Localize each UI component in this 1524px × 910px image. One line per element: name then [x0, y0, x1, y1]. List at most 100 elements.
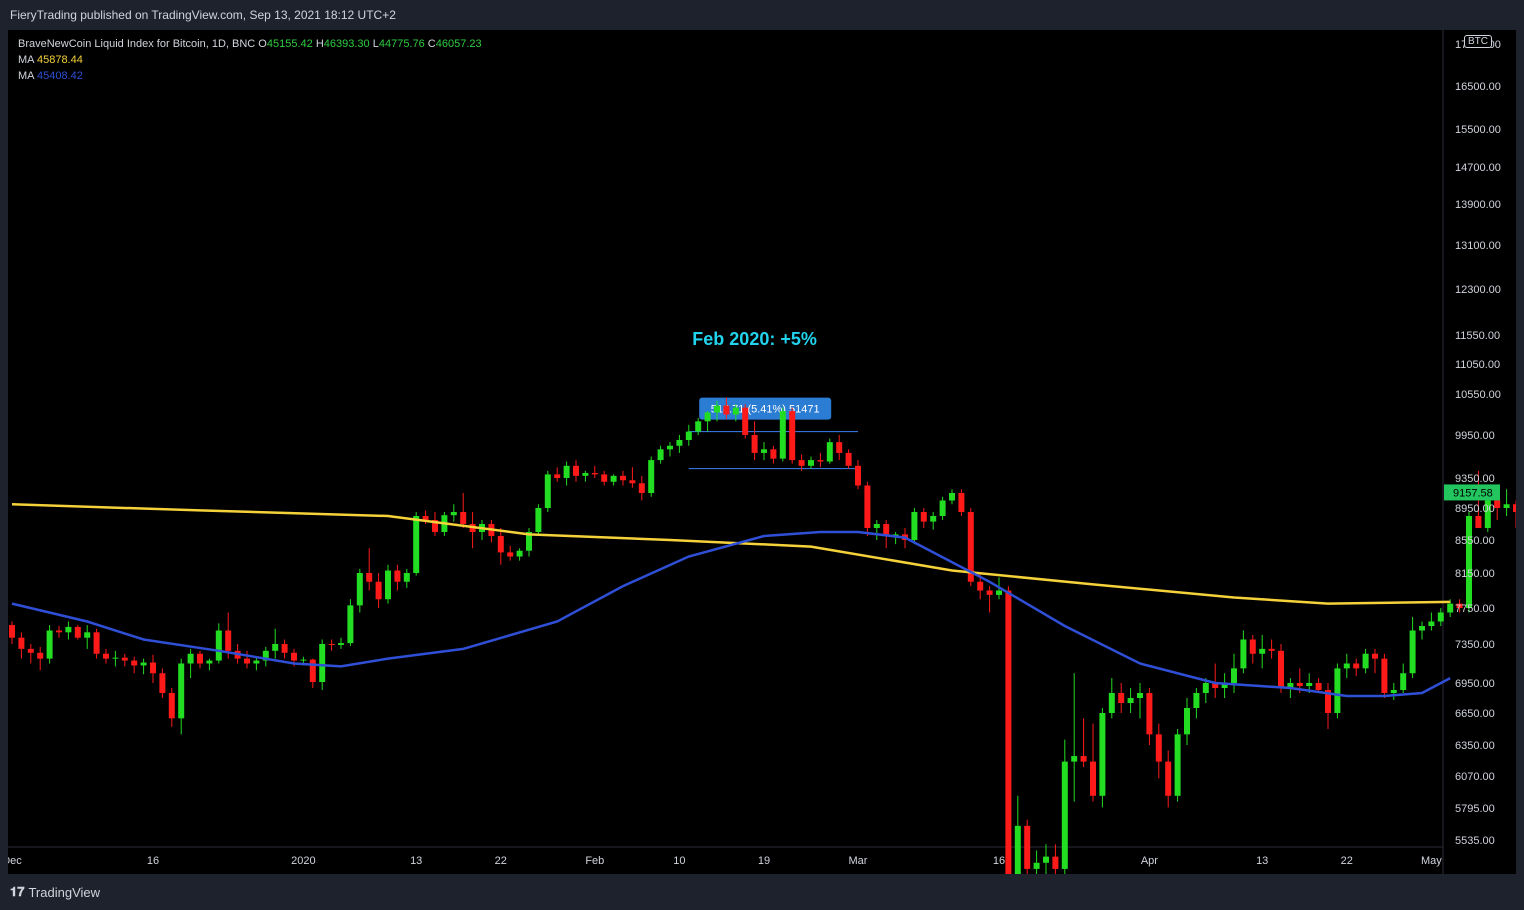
candle-body[interactable] [413, 516, 420, 573]
candle-body[interactable] [732, 407, 739, 415]
candle-body[interactable] [18, 637, 25, 649]
candle-body[interactable] [225, 630, 232, 651]
candle-body[interactable] [1437, 612, 1444, 622]
candle-body[interactable] [215, 630, 222, 661]
candle-body[interactable] [1466, 516, 1472, 608]
ma-yellow-row[interactable]: MA 45878.44 [18, 52, 482, 68]
candle-body[interactable] [826, 442, 833, 462]
candle-body[interactable] [347, 605, 354, 644]
candle-body[interactable] [356, 573, 363, 606]
candle-body[interactable] [1296, 683, 1303, 686]
candle-body[interactable] [1287, 683, 1294, 688]
candle-body[interactable] [1184, 708, 1190, 735]
candle-body[interactable] [1325, 690, 1331, 713]
candle-body[interactable] [1484, 500, 1491, 529]
candle-body[interactable] [1005, 590, 1012, 875]
candle-body[interactable] [27, 648, 34, 653]
candle-body[interactable] [751, 435, 758, 453]
candle-body[interactable] [1080, 756, 1087, 762]
candle-body[interactable] [37, 652, 44, 659]
candle-body[interactable] [1353, 663, 1360, 669]
candle-body[interactable] [319, 644, 326, 683]
candle-body[interactable] [1212, 683, 1219, 688]
candle-body[interactable] [375, 581, 382, 600]
candle-body[interactable] [582, 472, 589, 476]
candle-body[interactable] [1099, 713, 1106, 796]
candle-body[interactable] [967, 512, 974, 582]
candle-body[interactable] [817, 460, 824, 462]
candle-body[interactable] [638, 483, 645, 493]
candle-body[interactable] [253, 660, 260, 664]
candle-body[interactable] [958, 493, 965, 512]
candle-body[interactable] [1146, 693, 1153, 735]
candle-body[interactable] [291, 652, 297, 661]
candle-body[interactable] [1362, 653, 1369, 669]
currency-badge[interactable]: BTC [1464, 35, 1492, 48]
candle-body[interactable] [798, 460, 805, 466]
candle-body[interactable] [789, 411, 796, 461]
candle-body[interactable] [1174, 734, 1181, 796]
candle-body[interactable] [338, 643, 344, 645]
candle-body[interactable] [281, 644, 288, 653]
candle-body[interactable] [779, 411, 786, 459]
candle-body[interactable] [1127, 698, 1134, 703]
candle-body[interactable] [1390, 690, 1397, 693]
candle-body[interactable] [1052, 856, 1059, 869]
ma-blue-line[interactable] [11, 530, 1451, 698]
candle-body[interactable] [262, 650, 269, 661]
candle-body[interactable] [150, 662, 156, 674]
candle-body[interactable] [996, 590, 1002, 595]
candle-body[interactable] [1231, 668, 1237, 683]
candle-body[interactable] [648, 460, 655, 493]
candle-body[interactable] [601, 474, 608, 482]
candle-body[interactable] [272, 644, 279, 651]
candle-body[interactable] [1513, 504, 1516, 512]
candle-body[interactable] [1409, 630, 1416, 674]
candle-body[interactable] [1315, 683, 1322, 690]
candle-body[interactable] [112, 657, 119, 659]
candle-body[interactable] [873, 524, 880, 528]
candle-body[interactable] [422, 516, 429, 520]
candle-body[interactable] [1221, 683, 1228, 688]
candle-body[interactable] [121, 657, 128, 661]
candle-body[interactable] [977, 581, 984, 591]
candle-body[interactable] [845, 452, 852, 466]
candle-body[interactable] [9, 625, 15, 638]
candle-body[interactable] [1155, 734, 1162, 762]
candle-body[interactable] [385, 570, 391, 600]
candle-body[interactable] [1372, 653, 1378, 659]
candle-body[interactable] [1306, 683, 1313, 686]
candle-body[interactable] [1494, 500, 1501, 509]
candle-body[interactable] [911, 512, 918, 540]
candle-body[interactable] [74, 626, 81, 638]
candle-body[interactable] [178, 663, 185, 719]
candle-body[interactable] [1447, 603, 1454, 613]
candle-body[interactable] [657, 449, 664, 461]
candle-body[interactable] [93, 632, 100, 654]
candle-body[interactable] [366, 573, 373, 582]
candle-body[interactable] [65, 626, 72, 633]
candle-body[interactable] [1503, 504, 1510, 508]
candle-body[interactable] [1278, 650, 1284, 688]
candle-body[interactable] [1240, 639, 1247, 669]
candle-body[interactable] [168, 693, 175, 719]
candle-body[interactable] [140, 662, 147, 666]
ma-blue-row[interactable]: MA 45408.42 [18, 68, 482, 84]
candle-body[interactable] [103, 653, 109, 659]
ma-yellow-line[interactable] [11, 503, 1451, 605]
candle-body[interactable] [986, 590, 993, 595]
candle-body[interactable] [563, 465, 570, 478]
candle-body[interactable] [554, 474, 561, 478]
candle-body[interactable] [1400, 673, 1407, 690]
candle-body[interactable] [1249, 639, 1256, 654]
candle-body[interactable] [1061, 761, 1068, 869]
candle-body[interactable] [244, 658, 250, 664]
candle-body[interactable] [1456, 603, 1463, 608]
candle-body[interactable] [1419, 626, 1425, 631]
candle-body[interactable] [920, 512, 927, 522]
candle-body[interactable] [667, 445, 673, 450]
candle-body[interactable] [84, 632, 91, 638]
candle-body[interactable] [808, 460, 814, 466]
tradingview-brand[interactable]: 𝟏𝟕 TradingView [10, 885, 100, 900]
